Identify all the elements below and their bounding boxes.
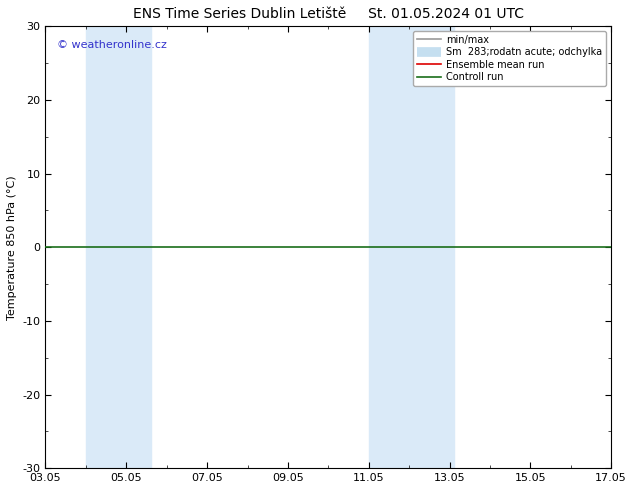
Y-axis label: Temperature 850 hPa (°C): Temperature 850 hPa (°C) xyxy=(7,175,17,319)
Bar xyxy=(369,26,453,468)
Title: ENS Time Series Dublin Letiště     St. 01.05.2024 01 UTC: ENS Time Series Dublin Letiště St. 01.05… xyxy=(133,7,524,21)
Bar xyxy=(86,26,150,468)
Legend: min/max, Sm  283;rodatn acute; odchylka, Ensemble mean run, Controll run: min/max, Sm 283;rodatn acute; odchylka, … xyxy=(413,31,606,86)
Text: © weatheronline.cz: © weatheronline.cz xyxy=(57,40,167,49)
